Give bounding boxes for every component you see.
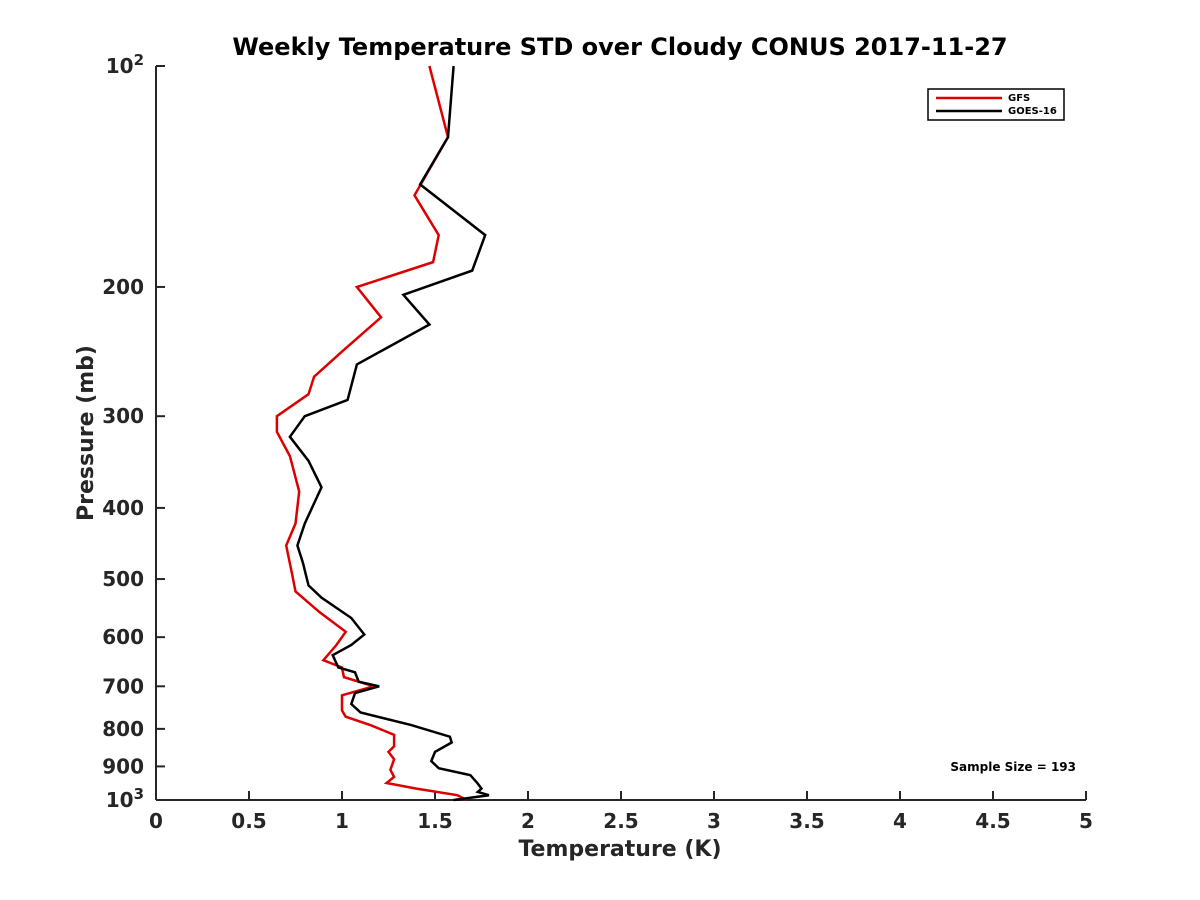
sample-size-annotation: Sample Size = 193 xyxy=(950,760,1076,774)
x-tick-label: 0 xyxy=(149,809,163,833)
x-tick-label: 3 xyxy=(707,809,721,833)
legend-label-goes16: GOES-16 xyxy=(1008,106,1057,117)
y-tick-base: 10 xyxy=(106,54,134,78)
x-tick-label: 2.5 xyxy=(603,809,638,833)
chart-title: Weekly Temperature STD over Cloudy CONUS… xyxy=(232,33,1007,61)
y-tick-label: 900 xyxy=(102,754,144,778)
x-tick-label: 4 xyxy=(893,809,907,833)
y-tick-label: 700 xyxy=(102,674,144,698)
y-tick-label: 300 xyxy=(102,404,144,428)
y-tick-label: 102 xyxy=(106,51,144,78)
y-tick-label: 400 xyxy=(102,496,144,520)
y-tick-label: 800 xyxy=(102,717,144,741)
y-tick-exponent: 2 xyxy=(134,51,144,69)
x-tick-label: 4.5 xyxy=(975,809,1010,833)
x-axis-label: Temperature (K) xyxy=(518,837,721,862)
y-tick-label: 103 xyxy=(106,785,144,812)
series-line-gfs xyxy=(275,65,468,802)
x-tick-label: 3.5 xyxy=(789,809,824,833)
x-tick-label: 2 xyxy=(521,809,535,833)
legend-box xyxy=(927,88,1065,121)
y-tick-label: 200 xyxy=(102,275,144,299)
y-tick-exponent: 3 xyxy=(134,785,144,803)
axes-frame xyxy=(155,66,1086,801)
x-tick-label: 0.5 xyxy=(231,809,266,833)
legend: GFS GOES-16 xyxy=(927,88,1065,121)
x-tick-label: 1.5 xyxy=(417,809,452,833)
series-line-goes16 xyxy=(288,65,490,802)
series-lines xyxy=(275,65,490,802)
y-tick-label: 600 xyxy=(102,625,144,649)
x-tick-label: 1 xyxy=(335,809,349,833)
y-tick-label: 500 xyxy=(102,567,144,591)
y-axis-label: Pressure (mb) xyxy=(74,345,99,521)
x-tick-label: 5 xyxy=(1079,809,1093,833)
x-ticks: 0 0.5 1 1.5 2 2.5 3 3.5 4 4.5 5 xyxy=(149,791,1093,833)
y-tick-base: 10 xyxy=(106,788,134,812)
legend-label-gfs: GFS xyxy=(1008,93,1030,104)
